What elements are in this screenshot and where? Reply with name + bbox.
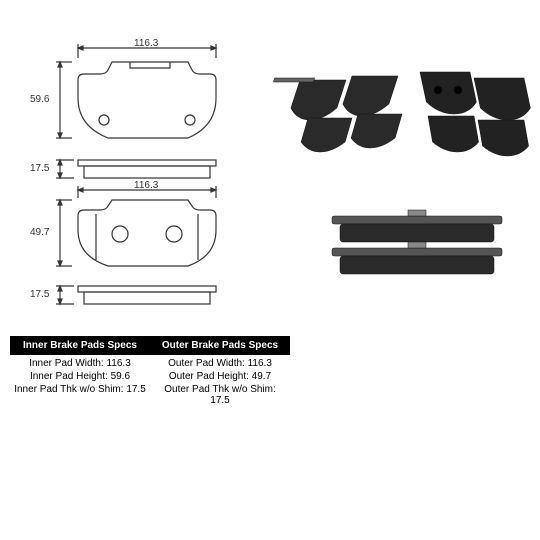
dim-label-bot-thk: 17.5: [30, 289, 49, 300]
dim-label-bot-height: 49.7: [30, 227, 49, 238]
spec-value: 116.3: [248, 358, 272, 369]
dim-label-bot-width: 116.3: [134, 180, 158, 191]
dim-label-top-width: 116.3: [134, 38, 158, 49]
spec-value: 49.7: [252, 371, 271, 382]
spec-header-outer: Outer Brake Pads Specs: [150, 336, 290, 355]
dim-label-top-thk: 17.5: [30, 163, 49, 174]
spec-label: Inner Pad Height:: [30, 371, 108, 382]
photo-cluster-1: [273, 76, 402, 152]
spec-label: Inner Pad Thk w/o Shim:: [14, 384, 123, 395]
spec-label: Outer Pad Width:: [168, 358, 245, 369]
top-pad-outline: [78, 62, 216, 138]
spec-label: Inner Pad Width:: [29, 358, 103, 369]
spec-label: Outer Pad Thk w/o Shim:: [164, 384, 276, 395]
spec-value: 59.6: [111, 371, 130, 382]
spec-table: Inner Brake Pads Specs Outer Brake Pads …: [10, 336, 290, 409]
top-pad-side: [56, 160, 216, 178]
spec-header-inner: Inner Brake Pads Specs: [10, 336, 150, 355]
dim-label-top-height: 59.6: [30, 94, 49, 105]
photo-cluster-2: [420, 72, 533, 156]
photo-side-profile: [332, 210, 502, 274]
diagram-canvas: [0, 0, 540, 540]
dim-bot-height: [56, 200, 72, 266]
spec-label: Outer Pad Height:: [169, 371, 249, 382]
spec-value: 17.5: [210, 395, 229, 406]
bottom-pad-side: [56, 286, 216, 304]
spec-col-inner: Inner Pad Width: 116.3 Inner Pad Height:…: [10, 355, 150, 409]
spec-col-outer: Outer Pad Width: 116.3 Outer Pad Height:…: [150, 355, 290, 409]
dim-top-height: [56, 62, 72, 138]
spec-value: 116.3: [106, 358, 130, 369]
bottom-pad-outline: [78, 200, 216, 266]
spec-value: 17.5: [126, 384, 145, 395]
